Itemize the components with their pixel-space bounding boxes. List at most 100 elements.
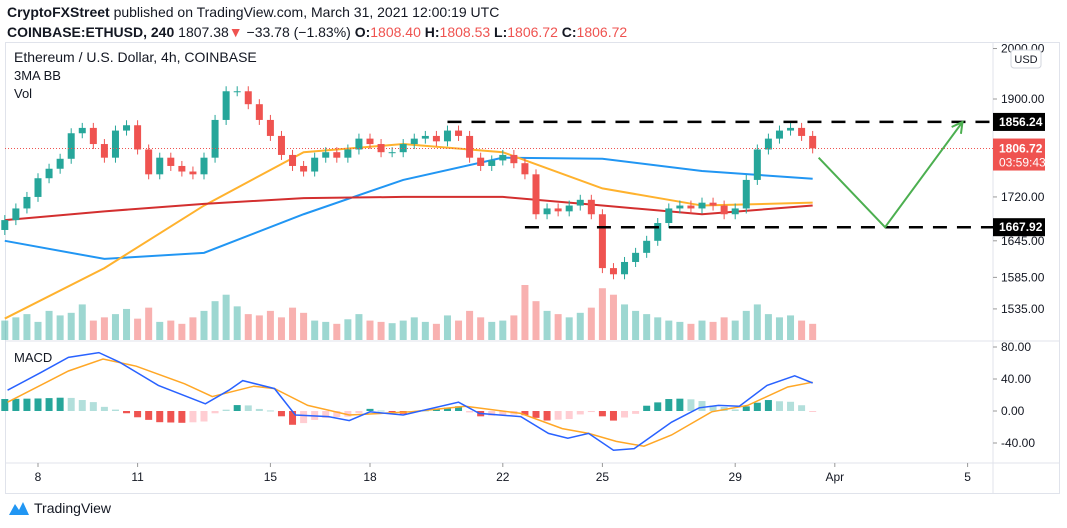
- volume-bar: [277, 317, 285, 340]
- candle-body: [676, 205, 684, 209]
- volume-bar: [145, 307, 153, 340]
- time-tick-label: 5: [964, 470, 971, 484]
- candle-body: [576, 199, 584, 206]
- volume-bar: [377, 321, 385, 340]
- candle-body: [665, 208, 673, 224]
- volume-bar: [410, 317, 418, 340]
- change: −33.78 (−1.83%): [246, 24, 351, 40]
- candle-body: [34, 178, 42, 197]
- candle-body: [178, 165, 186, 172]
- currency-button[interactable]: [1010, 49, 1042, 69]
- candle-body: [123, 125, 131, 131]
- macd-histogram-bar: [709, 405, 717, 411]
- candle-body: [233, 91, 241, 93]
- price-tick-label: 1535.00: [1001, 302, 1045, 316]
- volume-bar: [34, 321, 42, 340]
- volume-bar: [211, 301, 219, 340]
- volume-bar: [742, 310, 750, 340]
- volume-bar: [355, 314, 363, 340]
- macd-label[interactable]: MACD: [14, 350, 53, 365]
- candle-body: [787, 127, 795, 131]
- macd-histogram-bar: [344, 411, 352, 417]
- candle-body: [388, 152, 396, 154]
- candle-body: [266, 119, 274, 136]
- macd-histogram-bar: [576, 411, 584, 415]
- candle-body: [189, 171, 197, 175]
- volume-bar: [78, 304, 86, 340]
- macd-histogram-bar: [643, 405, 651, 411]
- macd-histogram-bar: [455, 406, 463, 411]
- volume-bar: [300, 312, 308, 340]
- macd-tick-label: 40.00: [1001, 372, 1031, 386]
- macd-histogram-bar: [233, 405, 241, 411]
- candle-body: [1, 220, 9, 230]
- level-badge: [993, 112, 1045, 131]
- volume-bar: [156, 321, 164, 340]
- tradingview-logo-icon: [9, 502, 29, 515]
- candle-body: [764, 138, 772, 150]
- volume-bar: [587, 307, 595, 340]
- down-arrow-icon: ▼: [228, 24, 243, 40]
- macd-histogram-bar: [543, 411, 551, 421]
- signal-line: [7, 358, 813, 447]
- candle-body: [211, 119, 219, 158]
- volume-bar: [233, 306, 241, 340]
- candle-body: [255, 104, 263, 120]
- candle-body: [753, 149, 761, 180]
- volume-bar: [477, 317, 485, 340]
- open-label: O:: [354, 24, 371, 40]
- volume-bar: [598, 288, 606, 340]
- volume-bar: [554, 314, 562, 340]
- volume-bar: [23, 314, 31, 340]
- arrow-head-icon: [951, 120, 964, 134]
- macd-histogram-bar: [34, 398, 42, 411]
- volume-bar: [178, 323, 186, 340]
- candle-body: [466, 135, 474, 158]
- time-tick-label: 29: [729, 470, 743, 484]
- chart-title: Ethereum / U.S. Dollar, 4h, COINBASE: [14, 49, 257, 65]
- volume-bar: [543, 310, 551, 340]
- volume-bar: [654, 317, 662, 340]
- candle-body: [510, 154, 518, 164]
- macd-histogram-bar: [632, 411, 640, 414]
- volume-bar: [100, 317, 108, 340]
- candle-body: [167, 157, 175, 166]
- volume-bar: [532, 301, 540, 340]
- macd-histogram-bar: [366, 408, 374, 411]
- volume-bar: [67, 312, 75, 340]
- candle-body: [12, 208, 20, 221]
- macd-histogram-bar: [787, 401, 795, 411]
- macd-histogram-bar: [621, 411, 629, 418]
- price-tick-label: 1645.00: [1001, 234, 1045, 248]
- candle-body: [499, 154, 507, 161]
- chart-frame[interactable]: [5, 42, 1060, 494]
- time-tick-label: Apr: [825, 470, 844, 484]
- time-tick-label: 11: [131, 470, 144, 484]
- candle-body: [56, 158, 64, 169]
- macd-histogram-bar: [45, 398, 53, 411]
- candle-body: [598, 214, 606, 269]
- candle-body: [731, 208, 739, 215]
- price-tick-label: 1585.00: [1001, 270, 1045, 284]
- candle-body: [23, 196, 31, 209]
- macd-histogram-bar: [266, 410, 274, 412]
- macd-histogram-bar: [244, 405, 252, 411]
- close-value: 1806.72: [576, 24, 628, 40]
- macd-histogram-bar: [764, 400, 772, 411]
- macd-histogram-bar: [432, 409, 440, 411]
- candle-body: [421, 135, 429, 139]
- tradingview-logo[interactable]: TradingView: [8, 500, 111, 516]
- publish-info: CryptoFXStreet published on TradingView.…: [7, 4, 499, 20]
- volume-bar: [344, 319, 352, 340]
- indicator-label[interactable]: 3MA BB: [14, 68, 61, 83]
- candle-body: [554, 208, 562, 212]
- last-price: 1807.38: [178, 24, 229, 40]
- candle-body: [45, 168, 53, 179]
- candle-body: [311, 157, 319, 172]
- volume-label[interactable]: Vol: [14, 86, 33, 101]
- candle-body: [333, 152, 341, 158]
- macd-histogram-bar: [731, 409, 739, 411]
- current-price-badge: [993, 138, 1045, 171]
- macd-histogram-bar: [687, 399, 695, 411]
